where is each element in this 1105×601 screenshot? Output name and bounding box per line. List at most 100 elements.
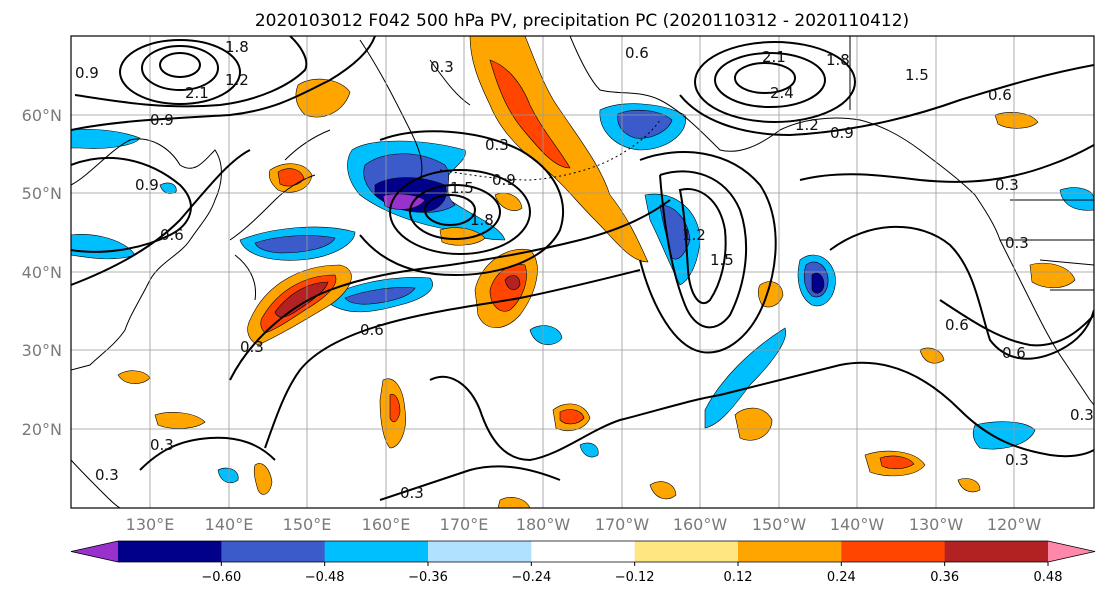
contour-nw-low-2: [141, 45, 219, 91]
pos-anomaly-west-low2: [253, 463, 273, 495]
contour-label: 0.9: [135, 176, 159, 194]
contour-ne-low-2: [714, 52, 826, 108]
lat-label: 50°N: [22, 184, 62, 203]
lon-label: 160°E: [362, 515, 411, 534]
colorbar-segment: [428, 541, 532, 562]
pos-anomaly-north-core: [489, 59, 571, 169]
contour-cyclone-2: [409, 184, 501, 240]
border-canada-us: [849, 36, 1094, 291]
colorbar-extend-min: [71, 541, 118, 562]
longitude-labels: 130°E 140°E 150°E 160°E 170°E 180°W 170°…: [126, 515, 1042, 534]
contour-label: 1.2: [225, 71, 249, 89]
contour-west-09: [71, 156, 192, 253]
contour-trough-12: [659, 170, 748, 329]
pos-anomaly-cyclone-south: [439, 227, 486, 246]
contour-subtropic-03: [429, 361, 1094, 462]
contour-label: 2.4: [770, 84, 794, 102]
contour-east-06: [829, 225, 1094, 360]
contour-ne-low-1: [734, 62, 796, 94]
lon-label: 140°E: [205, 515, 254, 534]
neg-anomaly-ne-coast: [1059, 187, 1094, 211]
lon-label: 150°W: [752, 515, 807, 534]
neg-anomaly-small-3: [579, 442, 599, 458]
contour-east-03: [939, 299, 1094, 347]
contour-label: 1.8: [225, 38, 249, 56]
neg-anomaly-140w-core: [811, 272, 825, 294]
contour-cyclone-3: [389, 169, 531, 255]
colorbar-segment: [841, 541, 946, 562]
contour-label: 2.1: [185, 84, 209, 102]
contour-nw-low-3: [119, 39, 241, 105]
neg-anomaly-small-4: [159, 182, 177, 194]
lat-label: 40°N: [22, 263, 62, 282]
colorbar-tick-label: −0.36: [408, 570, 448, 585]
coastline-sw-asia: [71, 459, 121, 508]
colorbar-tick-label: −0.24: [511, 570, 551, 585]
graticule: [71, 36, 1094, 508]
contour-label: 1.5: [905, 66, 929, 84]
pos-anomaly-small-e: [957, 478, 981, 493]
contour-label: 0.3: [95, 466, 119, 484]
lon-label: 170°E: [440, 515, 489, 534]
pos-anomaly-west-low: [154, 412, 206, 429]
contour-ne-outer: [679, 64, 1094, 137]
contour-cyclone-outer: [359, 130, 565, 277]
lon-label: 180°W: [516, 515, 571, 534]
neg-anomaly-bering-inner: [617, 109, 673, 139]
pv-contours: [71, 36, 1094, 501]
colorbar-tick-label: −0.48: [305, 570, 345, 585]
colorbar-tick-label: −0.60: [201, 570, 241, 585]
pos-anomaly-hawaii-south-red: [879, 455, 915, 470]
pos-anomaly-west-1-red: [277, 168, 305, 187]
map-frame: [70, 35, 1095, 509]
neg-anomaly-west-edge: [71, 128, 141, 149]
contour-cyclone-1: [424, 194, 476, 226]
pos-anomaly-ak-panhandle: [994, 112, 1039, 129]
lat-label: 20°N: [22, 420, 62, 439]
colorbar-segment: [118, 541, 222, 562]
neg-anomaly-east-hawaii: [972, 421, 1036, 450]
contour-label: 0.3: [240, 338, 264, 356]
contour-trough-09: [639, 151, 777, 354]
pos-anomaly-160w: [734, 407, 773, 441]
lon-label: 130°W: [909, 515, 964, 534]
coastline-japan: [229, 129, 331, 301]
pos-anomaly-west-2: [295, 78, 351, 118]
contour-label: 0.3: [1070, 406, 1094, 424]
contour-labels: 0.9 2.1 1.8 1.2 0.9 0.9 0.6 0.3 0.3 0.9 …: [75, 38, 1094, 502]
pos-anomaly-subtrop-2-red: [559, 409, 585, 425]
coastline-alaska: [569, 36, 976, 196]
contour-label: 0.3: [485, 136, 509, 154]
contour-ne-low-3: [694, 41, 856, 123]
pos-anomaly-subtrop-1-red: [389, 394, 401, 423]
colorbar-tick-label: −0.12: [615, 570, 655, 585]
contour-label: 0.3: [995, 176, 1019, 194]
pos-anomaly-small-c: [649, 481, 677, 500]
neg-anomaly-central-inner: [344, 287, 416, 305]
lat-label: 30°N: [22, 341, 62, 360]
contour-label: 1.5: [710, 251, 734, 269]
contour-label: 0.9: [830, 124, 854, 142]
lon-label: 170°W: [595, 515, 650, 534]
coastline-asia: [71, 138, 222, 371]
neg-anomaly-gulf-inner: [659, 204, 691, 260]
colorbar-segment: [944, 541, 1049, 562]
pos-anomaly-small-b: [919, 347, 945, 364]
colorbar-extend-max: [1048, 541, 1095, 562]
contour-label: 2.1: [762, 48, 786, 66]
colorbar-segment: [324, 541, 429, 562]
map-area: 0.9 2.1 1.8 1.2 0.9 0.9 0.6 0.3 0.3 0.9 …: [71, 36, 1094, 508]
lon-label: 140°W: [830, 515, 885, 534]
contour-label: 0.9: [492, 171, 516, 189]
contour-label: 0.3: [430, 58, 454, 76]
colorbar-ticks: −0.60 −0.48 −0.36 −0.24 −0.12 0.12 0.24 0.36 0.4…: [201, 562, 1062, 585]
neg-anomaly-japan-inner: [254, 235, 336, 254]
contour-label: 0.6: [360, 321, 384, 339]
contour-label: 0.6: [945, 316, 969, 334]
pos-anomaly-east-coast: [1029, 262, 1076, 289]
lat-label: 60°N: [22, 106, 62, 125]
contour-west-06: [71, 149, 251, 286]
contour-label: 0.3: [400, 484, 424, 502]
coastlines: [71, 36, 1094, 508]
neg-anomaly-small-2: [217, 467, 239, 483]
